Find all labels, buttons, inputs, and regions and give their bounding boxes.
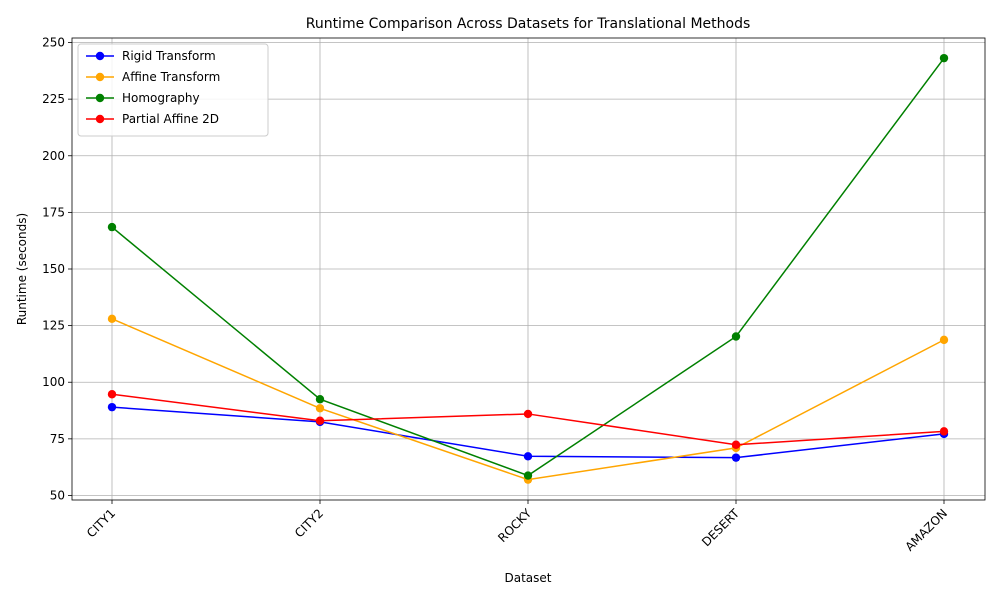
data-point (523, 471, 533, 480)
series-lines (107, 53, 949, 484)
legend-label: Partial Affine 2D (122, 112, 219, 126)
data-point (939, 427, 949, 436)
chart-title: Runtime Comparison Across Datasets for T… (306, 16, 751, 32)
x-tick-label: DESERT (699, 506, 742, 549)
x-axis-title: Dataset (505, 571, 552, 585)
plot-frame (71, 37, 986, 501)
y-tick-label: 150 (42, 262, 65, 276)
y-tick-label: 125 (42, 319, 65, 333)
legend-label: Rigid Transform (122, 49, 216, 63)
x-tick-label: CITY1 (84, 506, 118, 540)
data-point (107, 402, 117, 412)
legend-marker (95, 51, 105, 61)
y-tick-label: 50 (50, 488, 65, 502)
data-point (731, 440, 741, 449)
legend: Rigid Transform Affine Transform Homograph… (77, 43, 269, 137)
data-point (523, 452, 533, 461)
x-tick-label: ROCKY (495, 506, 534, 545)
data-point (315, 395, 325, 404)
y-axis-title: Runtime (seconds) (15, 213, 29, 325)
legend-marker (95, 93, 105, 103)
data-point (107, 390, 117, 399)
y-tick-label: 100 (42, 375, 65, 389)
grid (72, 38, 985, 500)
legend-box (77, 43, 269, 137)
x-tick-label: AMAZON (902, 506, 950, 554)
y-tick-label: 225 (42, 92, 65, 106)
data-point (939, 335, 949, 345)
y-tick-label: 200 (42, 149, 65, 163)
data-point (107, 314, 117, 324)
data-point (939, 53, 949, 63)
legend-label: Affine Transform (122, 70, 220, 84)
x-tick-label: CITY2 (292, 506, 326, 540)
y-tick-label: 75 (50, 432, 65, 446)
legend-marker (95, 72, 105, 82)
data-point (523, 409, 533, 419)
data-point (315, 404, 325, 413)
y-tick-label: 250 (42, 36, 65, 50)
data-point (107, 222, 117, 232)
legend-marker (95, 114, 105, 124)
legend-label: Homography (122, 91, 200, 105)
data-point (731, 453, 741, 462)
data-point (731, 332, 741, 341)
y-tick-label: 175 (42, 205, 65, 219)
data-point (315, 416, 325, 425)
